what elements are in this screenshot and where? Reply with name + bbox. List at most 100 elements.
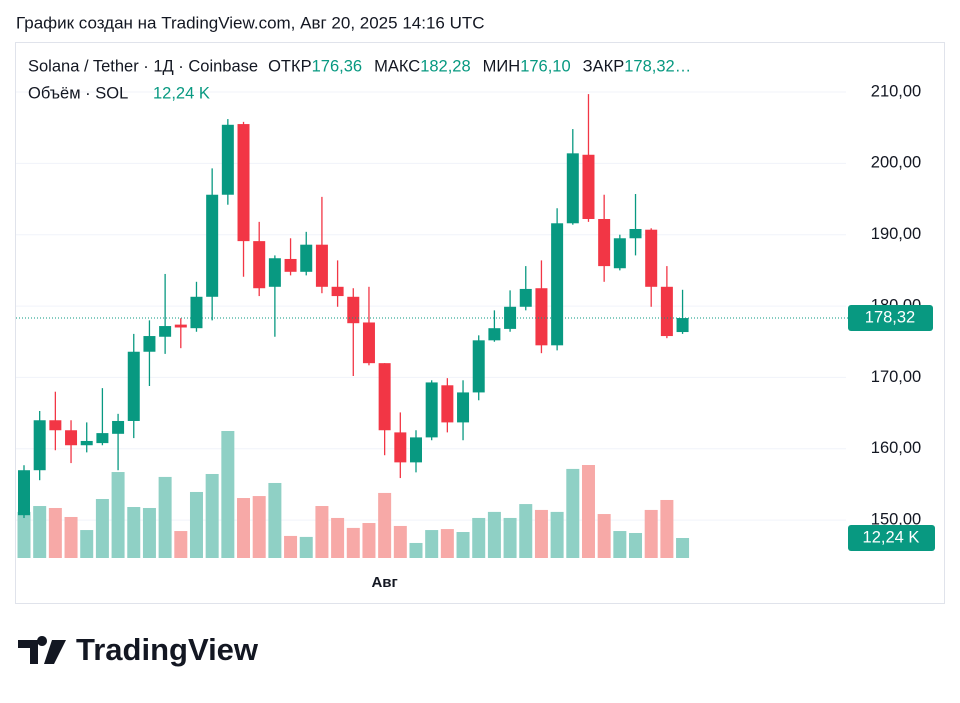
ohlc-name: МИН xyxy=(483,57,521,75)
volume-bar xyxy=(284,535,298,558)
volume-bar xyxy=(174,531,188,558)
caption: График создан на TradingView.com, Авг 20… xyxy=(16,13,485,32)
candle-body xyxy=(457,392,470,423)
x-tick-label: Авг xyxy=(371,574,397,591)
candle-body xyxy=(237,124,250,242)
volume-bar xyxy=(644,509,658,558)
candle-body xyxy=(65,430,78,446)
candle-body xyxy=(519,288,532,307)
y-tick-label: 210,00 xyxy=(871,82,921,100)
y-tick-label: 170,00 xyxy=(871,368,921,386)
candle-body xyxy=(96,433,109,444)
volume-bar xyxy=(472,517,486,558)
candle-body xyxy=(425,382,438,438)
candle-body xyxy=(190,296,203,329)
volume-bar xyxy=(237,498,251,558)
volume-bar xyxy=(487,511,501,558)
price-badge xyxy=(848,305,933,332)
volume-bar xyxy=(456,532,470,558)
legend: Solana / Tether · 1Д · Coinbase Объём · … xyxy=(28,57,691,102)
candle-body xyxy=(676,318,689,333)
volume-bar xyxy=(503,517,517,558)
candle-body xyxy=(127,351,140,421)
candle-body xyxy=(551,223,564,346)
candle-body xyxy=(645,229,658,287)
volume-bar xyxy=(393,525,407,558)
y-tick-label: 160,00 xyxy=(871,439,921,457)
volume-bar xyxy=(158,476,172,558)
candle-body xyxy=(33,420,46,471)
volume-bar xyxy=(142,507,156,558)
candle-body xyxy=(206,194,219,297)
candle-body xyxy=(331,286,344,297)
ohlc-name: МАКС xyxy=(374,57,420,75)
candle-body xyxy=(613,238,626,269)
volume-badge-label: 12,24 K xyxy=(863,528,920,546)
candle-body xyxy=(535,288,548,346)
plot xyxy=(16,91,848,558)
volume-bar xyxy=(409,542,423,558)
volume-bar xyxy=(127,507,141,558)
frame xyxy=(15,42,945,604)
ohlc-value: 176,10 xyxy=(520,57,570,75)
candle-body xyxy=(347,296,360,324)
logo-icon xyxy=(18,636,66,664)
candle-body xyxy=(159,326,172,337)
volume-bar xyxy=(534,509,548,558)
candle-body xyxy=(472,340,485,393)
volume-bar xyxy=(440,529,454,558)
logo: TradingView xyxy=(18,632,259,667)
candle-body xyxy=(362,322,375,364)
volume-value: 12,24 K xyxy=(153,84,210,102)
ohlc-value: 178,32… xyxy=(624,57,691,75)
price-badge-label: 178,32 xyxy=(865,308,915,326)
volume-bar xyxy=(629,532,643,558)
y-tick-label: 200,00 xyxy=(871,154,921,172)
volume-bar xyxy=(362,523,376,558)
candle-body xyxy=(253,241,266,289)
candle-body xyxy=(629,228,642,239)
candle-body xyxy=(221,124,234,195)
volume-bar xyxy=(95,498,109,558)
candle-body xyxy=(80,440,93,446)
candle-body xyxy=(441,385,454,423)
volume-bar xyxy=(331,517,345,558)
ohlc-name: ЗАКР xyxy=(583,57,625,75)
candle-body xyxy=(410,437,422,463)
candle-body xyxy=(394,432,407,463)
brand: TradingView xyxy=(76,632,259,667)
candle-body xyxy=(112,420,125,434)
candle-body xyxy=(49,420,62,431)
candle-body xyxy=(598,218,611,267)
candle-body xyxy=(174,324,187,328)
candle-body xyxy=(378,363,391,431)
volume-bar xyxy=(550,511,564,558)
volume-bar xyxy=(252,496,266,558)
volume-bar xyxy=(64,516,78,558)
volume-bar xyxy=(597,514,611,558)
volume-bar xyxy=(581,464,595,558)
candle-body xyxy=(143,336,156,352)
volume-bar xyxy=(566,468,580,558)
volume-bar xyxy=(17,511,31,558)
volume-badge xyxy=(848,524,935,551)
candle-body xyxy=(504,306,517,329)
volume-bar xyxy=(268,482,282,558)
volume-bar xyxy=(111,472,125,558)
candle-body xyxy=(660,286,673,337)
ohlc-value: 176,36 xyxy=(312,57,362,75)
y-tick-label: 190,00 xyxy=(871,225,921,243)
ohlc-value: 182,28 xyxy=(420,57,470,75)
candle-body xyxy=(18,470,30,516)
candle-body xyxy=(566,153,579,224)
candle-body xyxy=(268,258,281,287)
volume-bar xyxy=(315,506,329,558)
candle-body xyxy=(315,244,328,287)
volume-bar xyxy=(299,536,313,558)
volume-bar xyxy=(221,431,235,558)
candle-body xyxy=(582,154,595,219)
candle-body xyxy=(284,258,297,272)
volume-bar xyxy=(346,527,360,558)
volume-bar xyxy=(33,506,47,558)
